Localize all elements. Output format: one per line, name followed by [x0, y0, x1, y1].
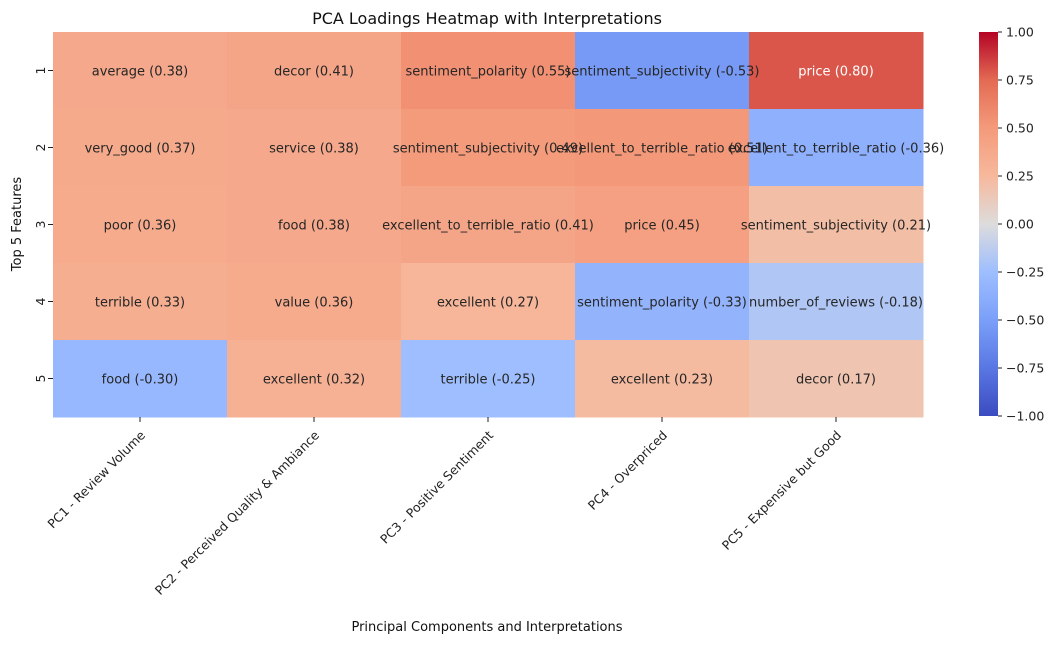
- heatmap-cell: [575, 186, 750, 264]
- heatmap-annotations: average (0.38) decor (0.41) sentiment_pola…: [85, 65, 945, 388]
- x-tick-label: PC1 - Review Volume: [44, 427, 148, 531]
- cell-annotation: terrible (-0.25): [441, 373, 536, 388]
- heatmap-cell: [749, 340, 924, 418]
- y-tick-label: 2: [33, 144, 48, 152]
- cell-annotation: excellent (0.27): [437, 296, 539, 311]
- cell-annotation: sentiment_polarity (-0.33): [577, 296, 747, 311]
- y-tick-label: 5: [33, 375, 48, 383]
- chart-title: PCA Loadings Heatmap with Interpretation…: [312, 9, 662, 28]
- colorbar-tick-label: 0.50: [1006, 121, 1034, 136]
- y-tick-label: 1: [33, 67, 48, 75]
- cell-annotation: food (-0.30): [102, 373, 179, 388]
- heatmap-cell: [227, 109, 402, 187]
- heatmap-cell: [401, 340, 576, 418]
- cell-annotation: price (0.45): [624, 219, 700, 234]
- heatmap-cell: [575, 340, 750, 418]
- heatmap-cells: [53, 32, 924, 418]
- heatmap-cell: [401, 109, 576, 187]
- cell-annotation: sentiment_polarity (0.55): [406, 65, 571, 80]
- colorbar-tick-label: −0.75: [1006, 361, 1044, 376]
- heatmap-cell: [227, 340, 402, 418]
- x-axis: PC1 - Review Volume PC2 - Perceived Quali…: [44, 417, 844, 598]
- cell-annotation: sentiment_subjectivity (-0.53): [565, 65, 760, 80]
- cell-annotation: poor (0.36): [104, 219, 177, 234]
- y-axis-title: Top 5 Features: [10, 177, 25, 273]
- cell-annotation: decor (0.17): [796, 373, 876, 388]
- heatmap-cell: [749, 109, 924, 187]
- colorbar-tick-label: 1.00: [1006, 25, 1034, 40]
- colorbar-tick-label: −0.25: [1006, 265, 1044, 280]
- y-axis: 1 2 3 4 5: [33, 67, 53, 383]
- colorbar: 1.00 0.75 0.50 0.25 0.00 −0.25 −0.50 −0.75 −1.00: [979, 25, 1044, 424]
- heatmap-cell: [227, 32, 402, 110]
- heatmap-cell: [53, 186, 228, 264]
- heatmap-cell: [53, 263, 228, 341]
- cell-annotation: food (0.38): [278, 219, 350, 234]
- cell-annotation: terrible (0.33): [95, 296, 185, 311]
- heatmap-cell: [749, 263, 924, 341]
- cell-annotation: excellent_to_terrible_ratio (0.41): [382, 219, 594, 234]
- cell-annotation: decor (0.41): [274, 65, 354, 80]
- heatmap-cell: [749, 32, 924, 110]
- cell-annotation: excellent_to_terrible_ratio (0.51): [556, 142, 768, 157]
- colorbar-tick-label: −0.50: [1006, 313, 1044, 328]
- cell-annotation: service (0.38): [269, 142, 359, 157]
- heatmap-cell: [401, 32, 576, 110]
- cell-annotation: value (0.36): [275, 296, 354, 311]
- x-tick-label: PC4 - Overpriced: [585, 428, 670, 513]
- cell-annotation: very_good (0.37): [85, 142, 196, 157]
- heatmap-cell: [53, 340, 228, 418]
- heatmap-cell: [401, 263, 576, 341]
- cell-annotation: price (0.80): [798, 65, 874, 80]
- cell-annotation: excellent_to_terrible_ratio (-0.36): [728, 142, 944, 157]
- cell-annotation: number_of_reviews (-0.18): [749, 296, 923, 311]
- colorbar-tick-label: 0.75: [1006, 73, 1034, 88]
- cell-annotation: excellent (0.23): [611, 373, 713, 388]
- heatmap-cell: [53, 32, 228, 110]
- colorbar-tick-label: 0.00: [1006, 217, 1034, 232]
- y-tick-label: 3: [33, 221, 48, 229]
- colorbar-tick-label: −1.00: [1006, 409, 1044, 424]
- heatmap-cell: [227, 263, 402, 341]
- heatmap-cell: [227, 186, 402, 264]
- x-axis-title: Principal Components and Interpretations: [351, 620, 622, 635]
- x-tick-label: PC3 - Positive Sentiment: [377, 427, 496, 546]
- cell-annotation: excellent (0.32): [263, 373, 365, 388]
- heatmap-cell: [575, 32, 750, 110]
- y-tick-label: 4: [33, 297, 48, 305]
- colorbar-tick-label: 0.25: [1006, 169, 1034, 184]
- heatmap-cell: [749, 186, 924, 264]
- x-tick-label: PC2 - Perceived Quality & Ambiance: [152, 427, 323, 598]
- x-tick-label: PC5 - Expensive but Good: [719, 428, 844, 553]
- cell-annotation: average (0.38): [92, 65, 188, 80]
- heatmap-cell: [575, 263, 750, 341]
- colorbar-gradient: [979, 32, 998, 416]
- heatmap-cell: [53, 109, 228, 187]
- cell-annotation: sentiment_subjectivity (0.21): [741, 219, 931, 234]
- heatmap-cell: [401, 186, 576, 264]
- cell-annotation: sentiment_subjectivity (0.49): [393, 142, 583, 157]
- heatmap-cell: [575, 109, 750, 187]
